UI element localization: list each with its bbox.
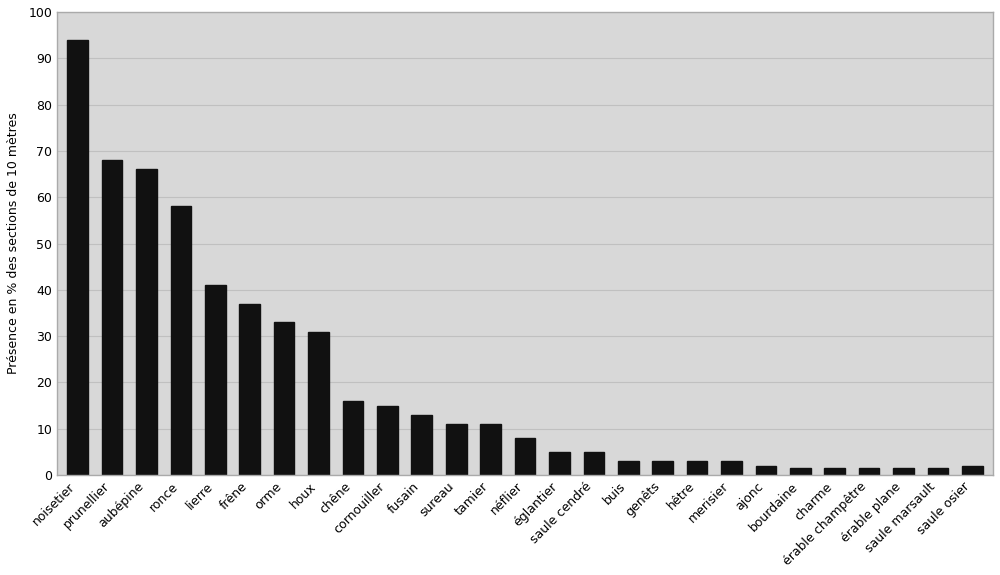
Bar <box>790 468 811 475</box>
Bar <box>171 206 191 475</box>
Bar <box>239 304 260 475</box>
Bar <box>756 466 776 475</box>
Y-axis label: Présence en % des sections de 10 mètres: Présence en % des sections de 10 mètres <box>7 113 20 374</box>
Bar <box>102 160 122 475</box>
Bar <box>721 461 742 475</box>
Bar <box>584 452 604 475</box>
Bar <box>67 40 88 475</box>
Bar <box>446 424 467 475</box>
Bar <box>687 461 707 475</box>
Bar <box>308 332 329 475</box>
Bar <box>411 415 432 475</box>
Bar <box>618 461 639 475</box>
Bar <box>893 468 914 475</box>
Bar <box>205 285 226 475</box>
Bar <box>377 405 398 475</box>
Bar <box>928 468 948 475</box>
Bar <box>962 466 983 475</box>
Bar <box>343 401 363 475</box>
Bar <box>652 461 673 475</box>
Bar <box>859 468 879 475</box>
Bar <box>515 438 535 475</box>
Bar <box>549 452 570 475</box>
Bar <box>136 170 157 475</box>
Bar <box>480 424 501 475</box>
Bar <box>824 468 845 475</box>
Bar <box>274 322 294 475</box>
